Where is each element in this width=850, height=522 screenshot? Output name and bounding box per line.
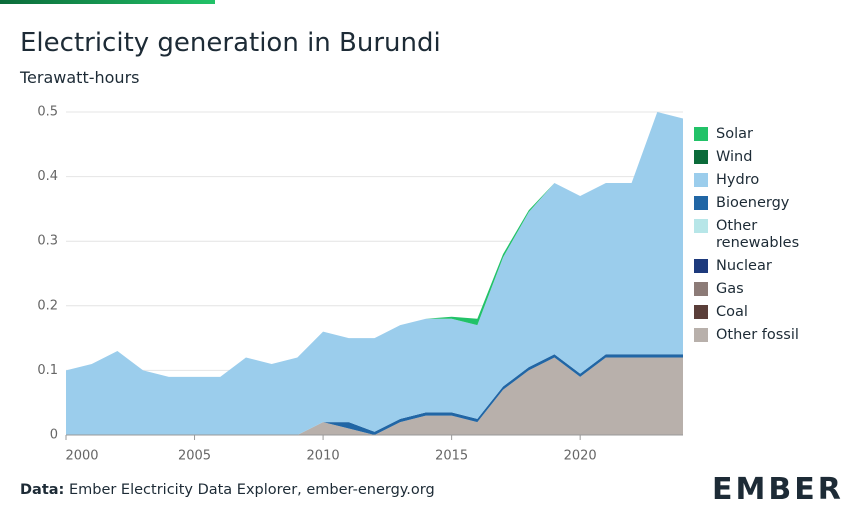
legend-item: Solar [694,126,819,143]
x-tick-label: 2005 [178,449,211,464]
legend-item: Hydro [694,172,819,189]
area [66,112,683,435]
x-tick-label: 2015 [435,449,468,464]
y-tick-label: 0.2 [37,298,58,313]
legend-swatch [694,259,708,273]
legend-item: Bioenergy [694,195,819,212]
source-text: Ember Electricity Data Explorer, ember-e… [68,482,435,498]
y-tick-label: 0.3 [37,234,58,249]
legend-swatch [694,127,708,141]
legend-label: Bioenergy [716,195,790,211]
legend-label: Other renewables [716,218,800,251]
legend-item: Other renewables [694,218,819,252]
x-tick-label: 2010 [307,449,340,464]
y-tick-label: 0.5 [37,105,58,120]
legend-label: Solar [716,126,753,142]
legend-swatch [694,282,708,296]
x-tick-label: 2020 [564,449,597,464]
chart-title: Electricity generation in Burundi [20,28,441,58]
area [66,357,683,435]
legend-label: Wind [716,149,753,165]
source: Data: Ember Electricity Data Explorer, e… [20,482,435,498]
source-label: Data: [20,482,65,498]
logo: EMBER [712,472,844,507]
legend-swatch [694,150,708,164]
y-axis-unit: Terawatt-hours [20,68,140,87]
legend-swatch [694,219,708,233]
legend-label: Gas [716,281,744,297]
top-bar [0,0,215,4]
legend-label: Coal [716,304,748,320]
y-tick-label: 0.4 [37,169,58,184]
legend-swatch [694,328,708,342]
legend-label: Nuclear [716,258,772,274]
legend-item: Gas [694,281,819,298]
legend-item: Nuclear [694,258,819,275]
legend: Solar Wind Hydro Bioenergy Other renewables N… [694,126,819,350]
legend-item: Coal [694,304,819,321]
legend-item: Wind [694,149,819,166]
legend-label: Hydro [716,172,760,188]
legend-swatch [694,305,708,319]
legend-swatch [694,196,708,210]
x-tick-label: 2000 [65,449,98,464]
legend-swatch [694,173,708,187]
y-tick-label: 0.1 [37,363,58,378]
y-tick-label: 0 [50,428,58,443]
legend-label: Other fossil [716,327,799,343]
legend-item: Other fossil [694,327,819,344]
